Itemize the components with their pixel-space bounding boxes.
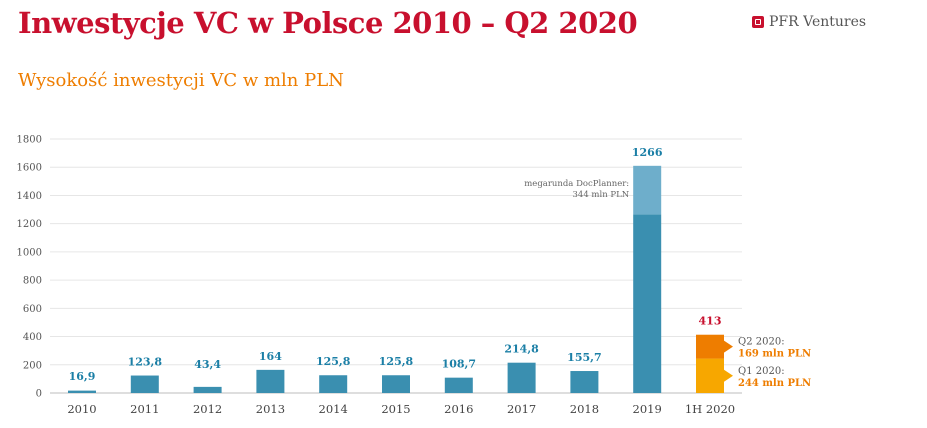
y-tick-label: 1200: [17, 219, 42, 230]
data-label: 125,8: [379, 355, 414, 368]
y-tick-label: 1000: [17, 247, 42, 258]
y-tick-label: 200: [23, 360, 42, 371]
q1-2020-label: Q1 2020:: [738, 366, 785, 377]
x-tick-label: 2013: [256, 402, 285, 416]
x-tick-label: 1H 2020: [685, 402, 735, 416]
data-label: 164: [259, 350, 282, 363]
docplanner-annotation: 344 mln PLN: [573, 190, 630, 200]
q2-2020-value-label: 169 mln PLN: [738, 349, 811, 360]
x-tick-label: 2011: [130, 402, 159, 416]
y-tick-label: 400: [23, 332, 42, 343]
data-label: 108,7: [442, 358, 476, 371]
data-label: 43,4: [194, 358, 221, 371]
bar: [444, 377, 473, 393]
bar-segment-docplanner: [633, 165, 662, 215]
q2-arrow: [724, 340, 733, 353]
bar: [382, 375, 410, 393]
y-tick-label: 800: [23, 276, 42, 287]
bar: [633, 214, 662, 393]
x-tick-label: 2012: [193, 402, 222, 416]
brand: PFR Ventures: [752, 14, 866, 30]
data-label: 125,8: [316, 355, 351, 368]
x-tick-label: 2010: [67, 402, 96, 416]
data-label: 123,8: [128, 356, 163, 369]
x-tick-label: 2018: [570, 402, 599, 416]
docplanner-annotation: megarunda DocPlanner:: [524, 179, 629, 189]
y-tick-label: 1800: [17, 135, 42, 146]
page-title: Inwestycje VC w Polsce 2010 – Q2 2020: [18, 6, 638, 40]
y-tick-label: 600: [23, 304, 42, 315]
bar: [193, 386, 222, 393]
bar: [68, 390, 96, 393]
chart-subtitle: Wysokość inwestycji VC w mln PLN: [18, 70, 344, 91]
bar: [570, 371, 599, 393]
bar-segment-q1-2020: [696, 358, 724, 393]
brand-name: PFR Ventures: [769, 14, 867, 30]
x-tick-label: 2017: [507, 402, 536, 416]
y-tick-label: 0: [36, 389, 42, 400]
q2-2020-label: Q2 2020:: [738, 337, 785, 348]
data-label: 214,8: [504, 343, 539, 356]
y-tick-label: 1600: [17, 163, 42, 174]
y-tick-label: 1400: [17, 191, 42, 202]
x-tick-label: 2014: [319, 402, 348, 416]
data-label: 1266: [632, 146, 663, 159]
x-tick-label: 2015: [381, 402, 410, 416]
q1-arrow: [724, 369, 733, 382]
bar: [319, 375, 348, 393]
bar: [507, 362, 536, 393]
x-tick-label: 2016: [444, 402, 473, 416]
bar-segment-q2-2020: [696, 334, 724, 359]
bar: [256, 369, 285, 393]
data-label: 155,7: [567, 351, 601, 364]
data-label: 413: [699, 315, 722, 328]
data-label: 16,9: [69, 370, 96, 383]
bar: [130, 375, 159, 393]
x-tick-label: 2019: [633, 402, 662, 416]
pfr-logo-icon: [752, 16, 764, 28]
q1-2020-value-label: 244 mln PLN: [738, 378, 811, 389]
